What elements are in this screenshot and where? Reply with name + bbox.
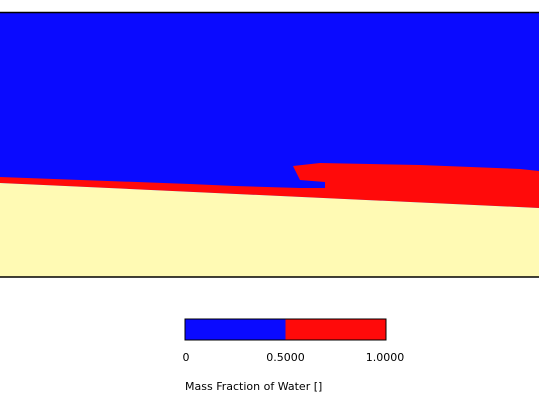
- colorbar-segment: [185, 319, 286, 340]
- colorbar-border: [184, 318, 387, 341]
- colorbar-segment: [285, 319, 386, 340]
- legend: Mass Fraction of Water [] 0 0.5000 1.0000: [183, 318, 405, 393]
- legend-title: Mass Fraction of Water []: [185, 380, 322, 393]
- colorbar-tick-label: 0: [183, 351, 190, 364]
- water-region: [0, 163, 539, 208]
- contour-plot: [0, 11, 539, 278]
- ground-region: [0, 183, 539, 277]
- colorbar-tick-label: 0.5000: [266, 351, 305, 364]
- colorbar-tick-label: 1.0000: [366, 351, 405, 364]
